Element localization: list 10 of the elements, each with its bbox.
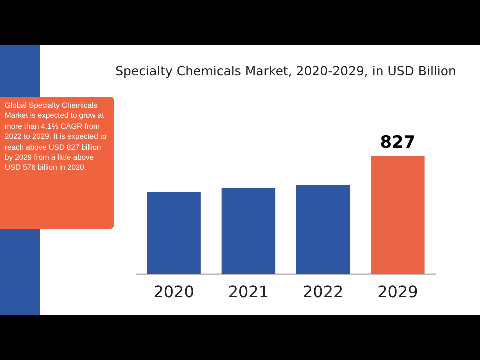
bar — [371, 156, 425, 274]
chart-title: Specialty Chemicals Market, 2020-2029, in USD Billion — [116, 64, 456, 78]
x-tick-label: 2020 — [154, 282, 194, 302]
bar — [222, 188, 276, 274]
data-label: 827 — [380, 133, 416, 153]
x-tick-label: 2021 — [228, 282, 270, 302]
x-tick-label: 2022 — [302, 282, 344, 302]
bar — [147, 192, 201, 274]
bar — [296, 184, 350, 274]
x-tick-label: 2029 — [378, 282, 418, 302]
